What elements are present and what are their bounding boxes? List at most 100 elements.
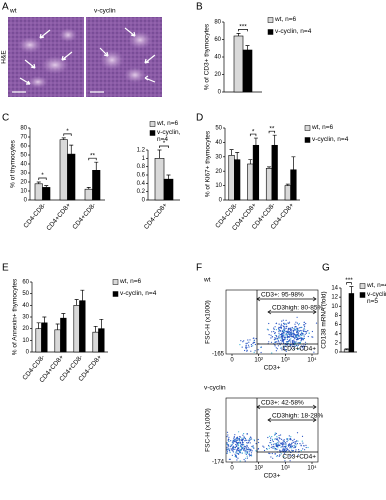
event-dot [298,449,300,451]
event-dot [246,433,248,435]
event-dot [293,339,295,341]
event-dot [283,439,285,441]
y-tick-label: 0.2 [137,189,146,195]
event-dot [299,348,301,350]
event-dot [292,333,295,335]
event-dot [226,436,228,438]
event-dot [282,336,284,338]
event-dot [282,329,284,331]
event-dot [274,334,276,336]
event-dot [268,334,270,336]
bar [271,144,278,201]
event-dot [290,439,292,441]
event-dot [293,441,295,443]
event-dot [298,333,300,335]
y-tick-label: 40 [20,162,27,168]
event-dot [243,445,245,447]
significance-label: * [252,128,255,135]
event-dot [276,442,278,444]
x-tick-label: CD4+CD8- [71,202,97,231]
event-dot [245,446,247,449]
error-bar [99,318,104,329]
event-dot [286,330,288,332]
event-dot [291,447,293,449]
event-dot [279,326,282,328]
event-dot [237,443,239,445]
event-dot [270,341,273,343]
event-dot [268,452,270,454]
event-dot [257,448,259,450]
event-dot [281,340,283,342]
event-dot [254,343,256,346]
event-dot [247,339,249,341]
event-dot [273,327,275,329]
event-dot [300,334,302,336]
event-dot [292,336,294,338]
event-dot [286,447,288,449]
event-dot [296,316,298,318]
event-dot [282,342,285,344]
event-dot [295,341,297,343]
event-dot [294,328,296,330]
event-dot [279,450,281,452]
event-dot [304,449,306,451]
event-dot [234,455,236,458]
event-dot [238,436,241,438]
bar [54,329,61,353]
event-dot [272,447,274,449]
bar [343,349,350,353]
significance-label: *** [239,24,247,31]
significance-bracket [249,133,257,137]
event-dot [242,438,244,441]
bar [247,163,254,201]
error-bar [42,316,47,323]
legend-label-box: v-cyclin, n=4 [312,136,348,143]
event-dot [278,437,280,439]
event-dot [292,346,294,348]
y-tick-label: 0.6 [137,173,146,179]
event-dot [232,446,234,448]
event-dot [288,450,290,452]
event-dot [275,322,278,324]
event-dot [307,446,309,449]
bar [35,328,42,353]
bar [242,49,253,93]
error-bar [229,149,234,156]
error-bar [157,149,162,159]
y-axis-label: % of CD3+ thymocytes [204,23,211,90]
panel-label: D [196,113,203,124]
gate-label: CD3high: 80-85% [272,305,324,312]
event-dot [292,440,294,442]
event-dot [278,323,280,325]
event-dot [287,328,289,331]
event-dot [270,442,272,444]
event-dot [228,458,230,460]
error-bar [235,152,240,160]
event-dot [235,439,237,441]
event-dot [245,449,247,451]
event-dot [293,348,295,350]
event-dot [294,445,296,447]
event-dot [232,441,234,443]
event-dot [255,338,257,340]
event-dot [271,452,273,455]
event-dot [284,328,286,330]
event-dot [285,333,287,335]
event-dot [297,440,299,442]
event-dot [269,439,272,441]
event-dot [250,448,252,450]
event-dot [288,345,290,347]
significance-label: ** [90,152,96,159]
error-bar [349,286,354,294]
event-dot [281,349,283,351]
event-dot [238,431,240,433]
event-dot [234,453,236,455]
event-dot [274,326,276,328]
event-dot [277,339,279,341]
y-tick-label: 0.8 [137,164,146,170]
event-dot [226,431,229,433]
event-dot [260,346,262,348]
event-dot [276,436,278,438]
event-dot [285,349,287,351]
